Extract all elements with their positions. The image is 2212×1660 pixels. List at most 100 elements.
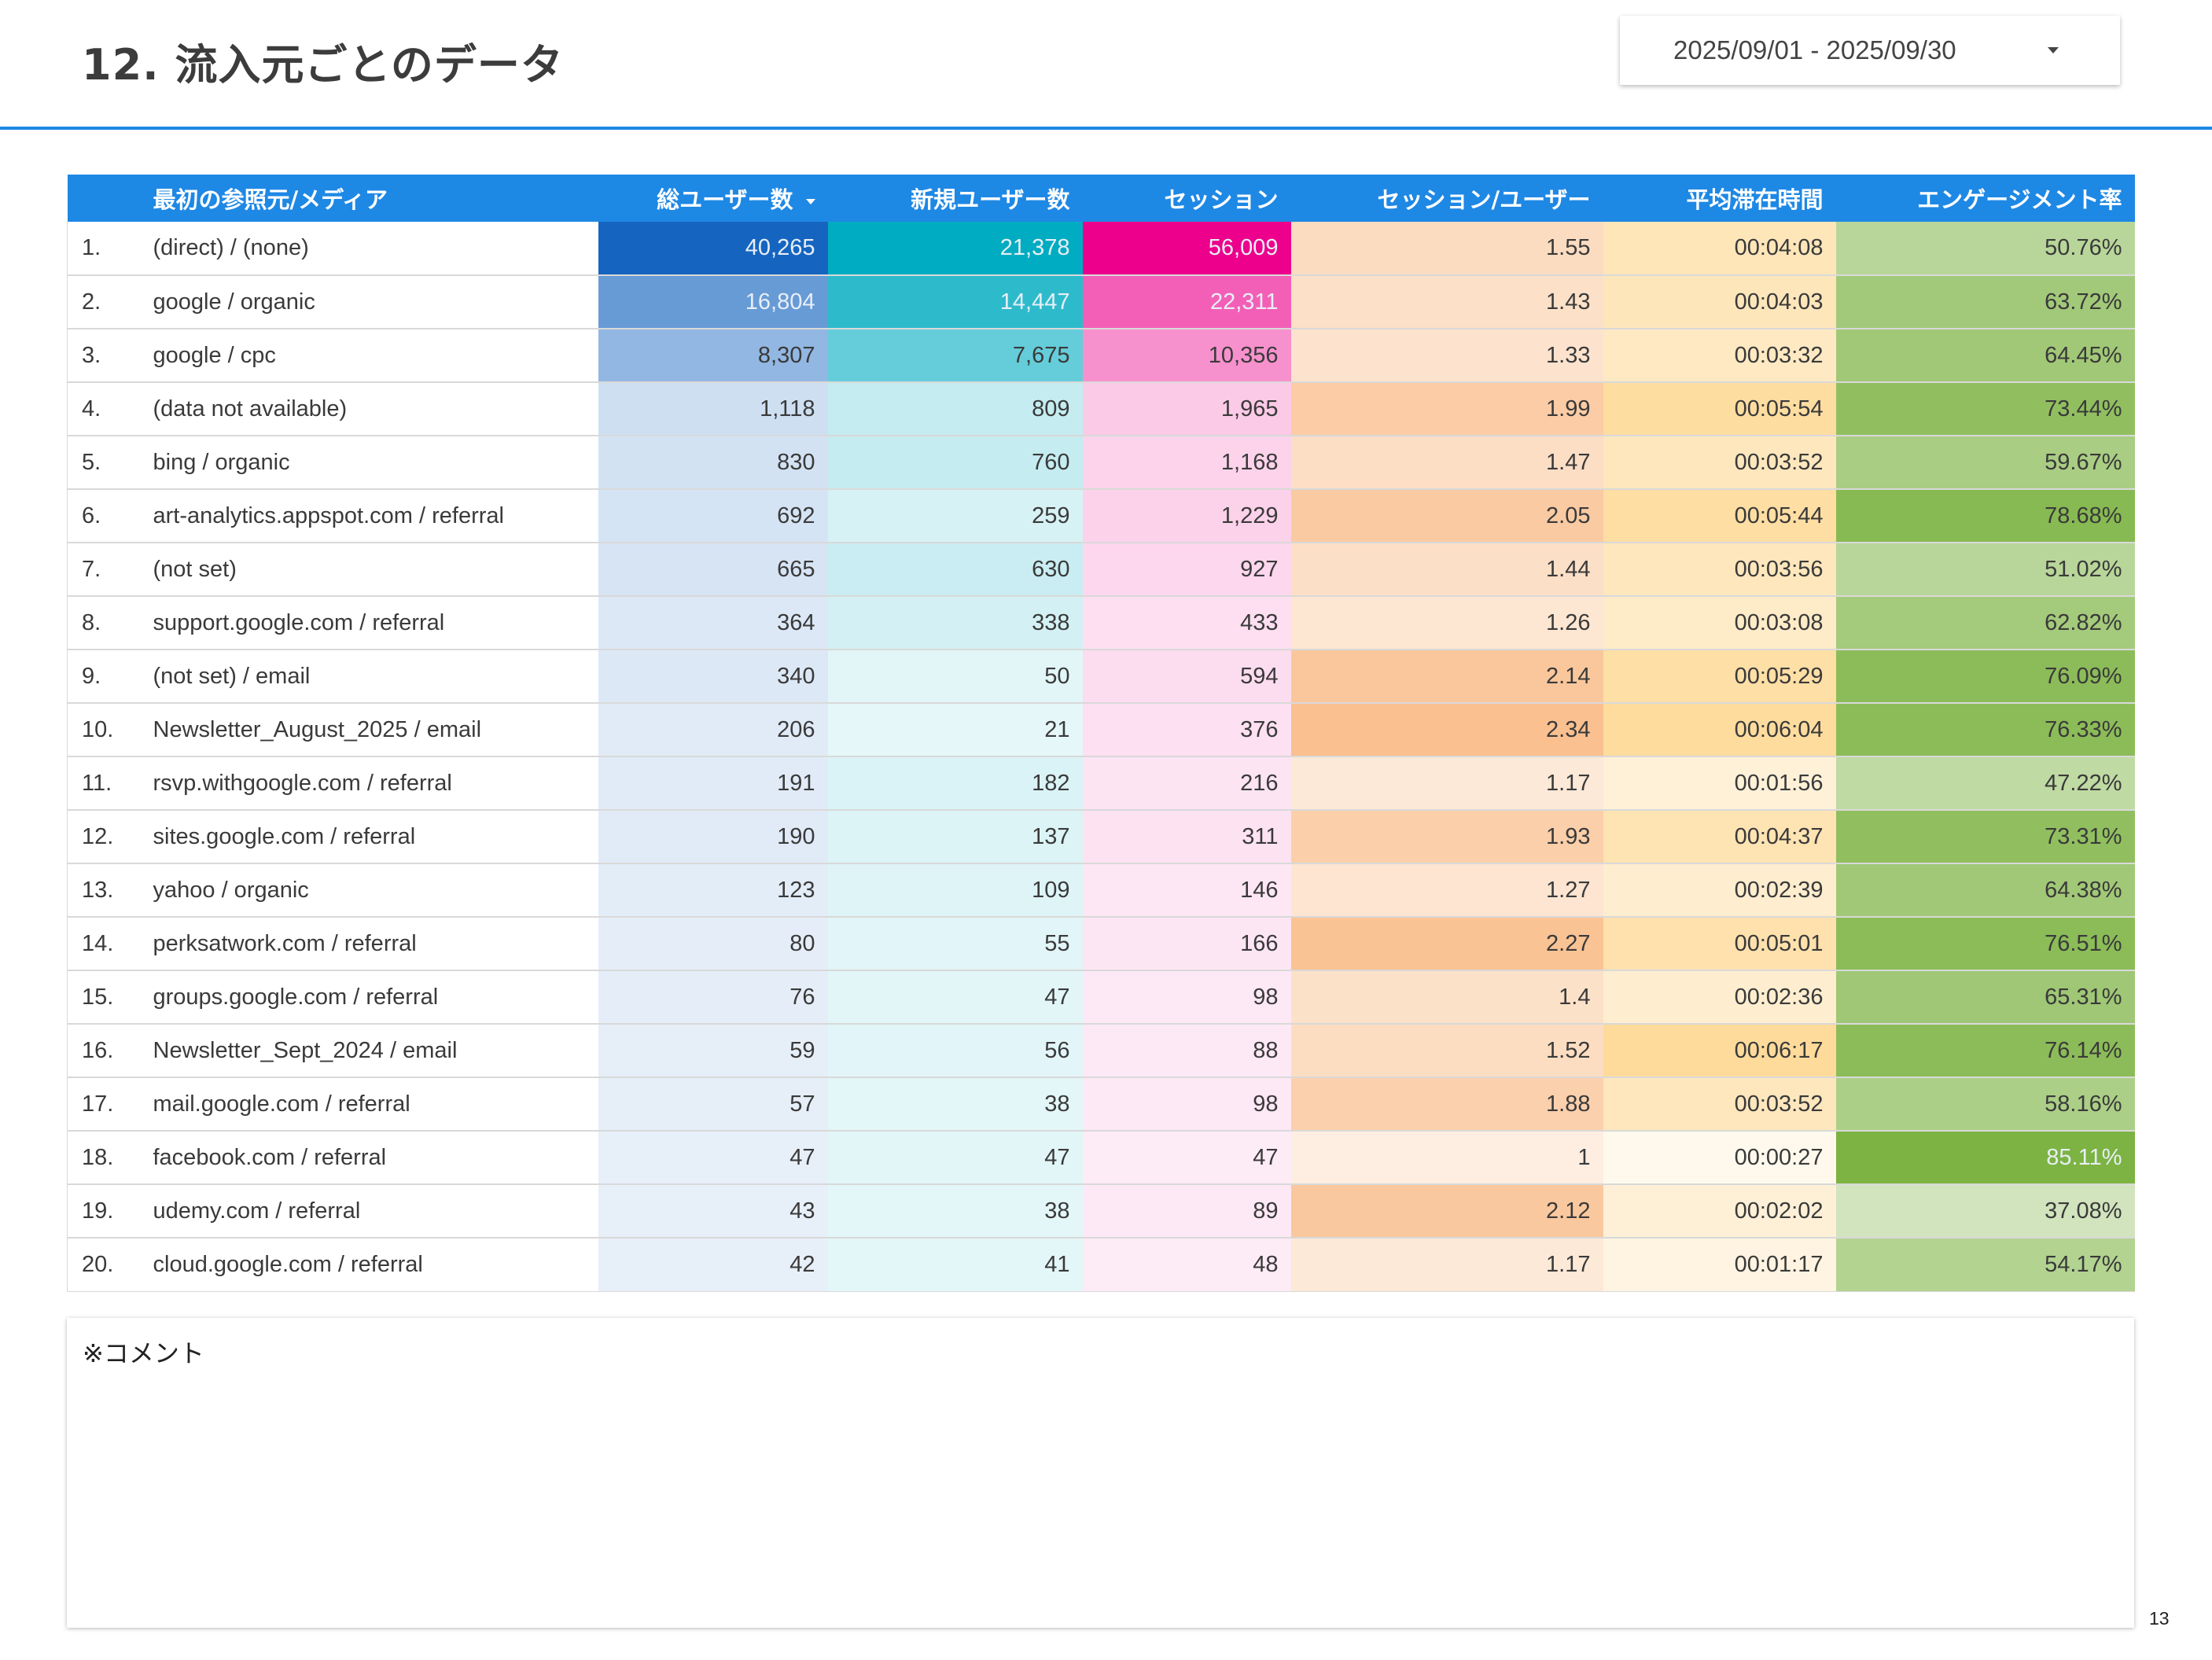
cell-sessions: 47: [1082, 1131, 1291, 1184]
cell-new-users: 14,447: [827, 275, 1083, 329]
row-index: 10.: [82, 716, 114, 742]
row-index: 19.: [82, 1198, 114, 1224]
cell-new-users: 38: [827, 1077, 1083, 1131]
cell-sessions-per-user: 1.47: [1290, 436, 1603, 489]
row-index: 9.: [82, 663, 101, 689]
cell-total-users: 364: [598, 596, 828, 650]
header-sessions-per-user[interactable]: セッション/ユーザー: [1377, 186, 1591, 213]
header-sessions[interactable]: セッション: [1164, 186, 1279, 213]
row-index: 16.: [82, 1037, 114, 1063]
cell-avg-time: 00:01:17: [1603, 1238, 1836, 1291]
chevron-down-icon[interactable]: [2048, 47, 2059, 53]
cell-sessions-per-user: 1.33: [1290, 329, 1603, 382]
header-total-users[interactable]: 総ユーザー数: [598, 175, 828, 222]
table-row[interactable]: 3. google / cpc 8,307 7,675 10,356 1.33 00:03:…: [67, 329, 2135, 382]
table-row[interactable]: 12. sites.google.com / referral 190 137 311 1…: [67, 810, 2135, 863]
page-number: 13: [2149, 1608, 2170, 1629]
cell-avg-time: 00:06:17: [1603, 1024, 1836, 1077]
cell-engagement-rate: 65.31%: [1835, 970, 2135, 1024]
table-row[interactable]: 20. cloud.google.com / referral 42 41 48 1.17…: [67, 1238, 2135, 1291]
cell-total-users: 47: [598, 1131, 828, 1184]
cell-avg-time: 00:04:37: [1603, 810, 1836, 863]
cell-avg-time: 00:03:32: [1603, 329, 1836, 382]
cell-engagement-rate: 59.67%: [1835, 436, 2135, 489]
row-index: 13.: [82, 877, 114, 903]
cell-total-users: 191: [598, 756, 828, 810]
cell-sessions: 146: [1082, 863, 1291, 917]
row-index: 7.: [82, 556, 101, 582]
cell-sessions: 927: [1082, 543, 1291, 596]
header-avg-time[interactable]: 平均滞在時間: [1686, 186, 1824, 213]
cell-source-medium: support.google.com / referral: [153, 609, 445, 635]
table-row[interactable]: 19. udemy.com / referral 43 38 89 2.12 00:02:0…: [67, 1184, 2135, 1238]
cell-total-users: 40,265: [598, 222, 828, 275]
table-row[interactable]: 6. art-analytics.appspot.com / referral 69…: [67, 489, 2135, 543]
table-header-row: 最初の参照元/メディア 総ユーザー数 新規ユーザー数 セッション セッション/ユ…: [67, 175, 2135, 222]
table-row[interactable]: 15. groups.google.com / referral 76 47 98 1.4…: [67, 970, 2135, 1024]
cell-source-medium: rsvp.withgoogle.com / referral: [153, 770, 452, 796]
table-row[interactable]: 4. (data not available) 1,118 809 1,965 1.99 0…: [67, 382, 2135, 436]
cell-sessions-per-user: 2.12: [1290, 1184, 1603, 1238]
cell-sessions-per-user: 2.14: [1290, 650, 1603, 703]
cell-sessions-per-user: 1.26: [1290, 596, 1603, 650]
cell-total-users: 340: [598, 650, 828, 703]
cell-sessions: 1,168: [1082, 436, 1291, 489]
cell-sessions-per-user: 1.44: [1290, 543, 1603, 596]
table-row[interactable]: 9. (not set) / email 340 50 594 2.14 00:05:29 7…: [67, 650, 2135, 703]
header-total-users-label: 総ユーザー数: [657, 186, 793, 213]
table-row[interactable]: 13. yahoo / organic 123 109 146 1.27 00:02:39 6…: [67, 863, 2135, 917]
cell-source-medium: (data not available): [153, 396, 348, 421]
cell-source-medium: bing / organic: [153, 449, 290, 475]
table-row[interactable]: 5. bing / organic 830 760 1,168 1.47 00:03:52 5…: [67, 436, 2135, 489]
table-row[interactable]: 17. mail.google.com / referral 57 38 98 1.88 0…: [67, 1077, 2135, 1131]
cell-new-users: 55: [827, 917, 1083, 970]
header-source-medium[interactable]: 最初の参照元/メディア: [153, 186, 388, 213]
header-index: [68, 175, 142, 222]
cell-total-users: 59: [598, 1024, 828, 1077]
row-index: 5.: [82, 449, 101, 475]
cell-avg-time: 00:05:44: [1603, 489, 1836, 543]
table-row[interactable]: 8. support.google.com / referral 364 338 433…: [67, 596, 2135, 650]
data-table-container: 最初の参照元/メディア 総ユーザー数 新規ユーザー数 セッション セッション/ユ…: [67, 175, 2135, 1291]
table-row[interactable]: 11. rsvp.withgoogle.com / referral 191 182 2…: [67, 756, 2135, 810]
cell-sessions-per-user: 1.88: [1290, 1077, 1603, 1131]
date-range-picker[interactable]: 2025/09/01 - 2025/09/30: [1620, 16, 2120, 85]
row-index: 6.: [82, 502, 101, 528]
row-index: 15.: [82, 984, 114, 1010]
cell-engagement-rate: 63.72%: [1835, 275, 2135, 329]
cell-engagement-rate: 50.76%: [1835, 222, 2135, 275]
date-range-value: 2025/09/01 - 2025/09/30: [1673, 35, 1956, 64]
table-row[interactable]: 18. facebook.com / referral 47 47 47 1 00:00:2…: [67, 1131, 2135, 1184]
cell-new-users: 7,675: [827, 329, 1083, 382]
page-title: 12. 流入元ごとのデータ: [82, 40, 564, 90]
sort-down-icon[interactable]: [805, 198, 815, 204]
table-row[interactable]: 7. (not set) 665 630 927 1.44 00:03:56 51.02%: [67, 543, 2135, 596]
cell-total-users: 830: [598, 436, 828, 489]
table-row[interactable]: 1. (direct) / (none) 40,265 21,378 56,009 1.5…: [67, 222, 2135, 275]
cell-sessions: 1,229: [1082, 489, 1291, 543]
cell-source-medium: google / cpc: [153, 342, 276, 368]
cell-new-users: 56: [827, 1024, 1083, 1077]
table-row[interactable]: 2. google / organic 16,804 14,447 22,311 1.43…: [67, 275, 2135, 329]
row-index: 14.: [82, 930, 114, 956]
table-row[interactable]: 16. Newsletter_Sept_2024 / email 59 56 88 1.5…: [67, 1024, 2135, 1077]
cell-sessions: 311: [1082, 810, 1291, 863]
cell-new-users: 137: [827, 810, 1083, 863]
cell-sessions: 22,311: [1082, 275, 1291, 329]
cell-source-medium: Newsletter_August_2025 / email: [153, 716, 482, 742]
cell-new-users: 338: [827, 596, 1083, 650]
table-row[interactable]: 14. perksatwork.com / referral 80 55 166 2.27…: [67, 917, 2135, 970]
cell-engagement-rate: 47.22%: [1835, 756, 2135, 810]
table-row[interactable]: 10. Newsletter_August_2025 / email 206 21 37…: [67, 703, 2135, 756]
header-engagement-rate[interactable]: エンゲージメント率: [1917, 186, 2122, 213]
comment-box[interactable]: ※コメント: [67, 1318, 2134, 1628]
cell-total-users: 76: [598, 970, 828, 1024]
cell-engagement-rate: 51.02%: [1835, 543, 2135, 596]
cell-new-users: 41: [827, 1238, 1083, 1291]
header-new-users[interactable]: 新規ユーザー数: [911, 186, 1070, 213]
cell-total-users: 190: [598, 810, 828, 863]
cell-avg-time: 00:04:08: [1603, 222, 1836, 275]
cell-engagement-rate: 73.44%: [1835, 382, 2135, 436]
row-index: 20.: [82, 1251, 114, 1277]
cell-sessions: 216: [1082, 756, 1291, 810]
